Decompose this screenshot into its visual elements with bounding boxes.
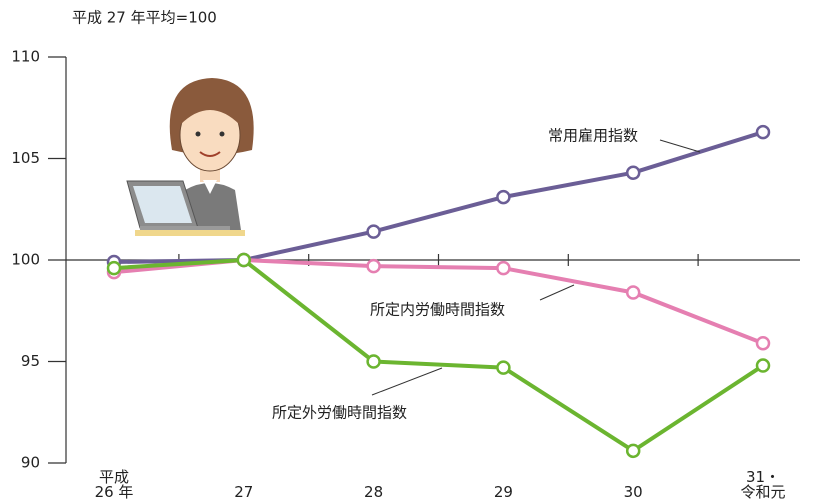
point <box>236 252 252 268</box>
y-tick-label: 110 <box>11 48 40 66</box>
leader-line <box>371 367 443 396</box>
leader-line <box>539 284 575 301</box>
y-tick-label: 95 <box>21 352 40 370</box>
series-label: 所定内労働時間指数 <box>370 301 505 319</box>
point <box>366 258 381 274</box>
x-tick-label: 平成 26 年 <box>94 468 134 501</box>
subtitle: 平成 27 年平均=100 <box>72 9 217 27</box>
point <box>366 354 381 369</box>
point <box>755 358 771 373</box>
x-tick-label: 27 <box>234 483 254 501</box>
point <box>366 224 381 239</box>
point <box>755 124 771 140</box>
series-label: 常用雇用指数 <box>548 127 638 145</box>
x-tick-label: 30 <box>623 483 643 501</box>
y-tick-label: 90 <box>21 454 40 472</box>
point <box>625 285 641 300</box>
series-label: 所定外労働時間指数 <box>272 404 407 422</box>
y-tick-label: 100 <box>11 251 40 269</box>
series-line <box>113 258 765 453</box>
x-tick-label: 29 <box>493 483 513 501</box>
leader-line <box>659 139 701 153</box>
point <box>496 189 511 205</box>
x-tick-label: 28 <box>364 483 384 501</box>
x-tick-label: 31・ 令和元 <box>740 468 786 501</box>
point <box>106 260 122 276</box>
point <box>625 165 641 180</box>
point <box>496 260 511 276</box>
illustration <box>126 78 254 236</box>
y-tick-label: 105 <box>11 149 40 167</box>
point <box>755 335 771 351</box>
point <box>496 360 511 375</box>
point <box>625 443 641 459</box>
